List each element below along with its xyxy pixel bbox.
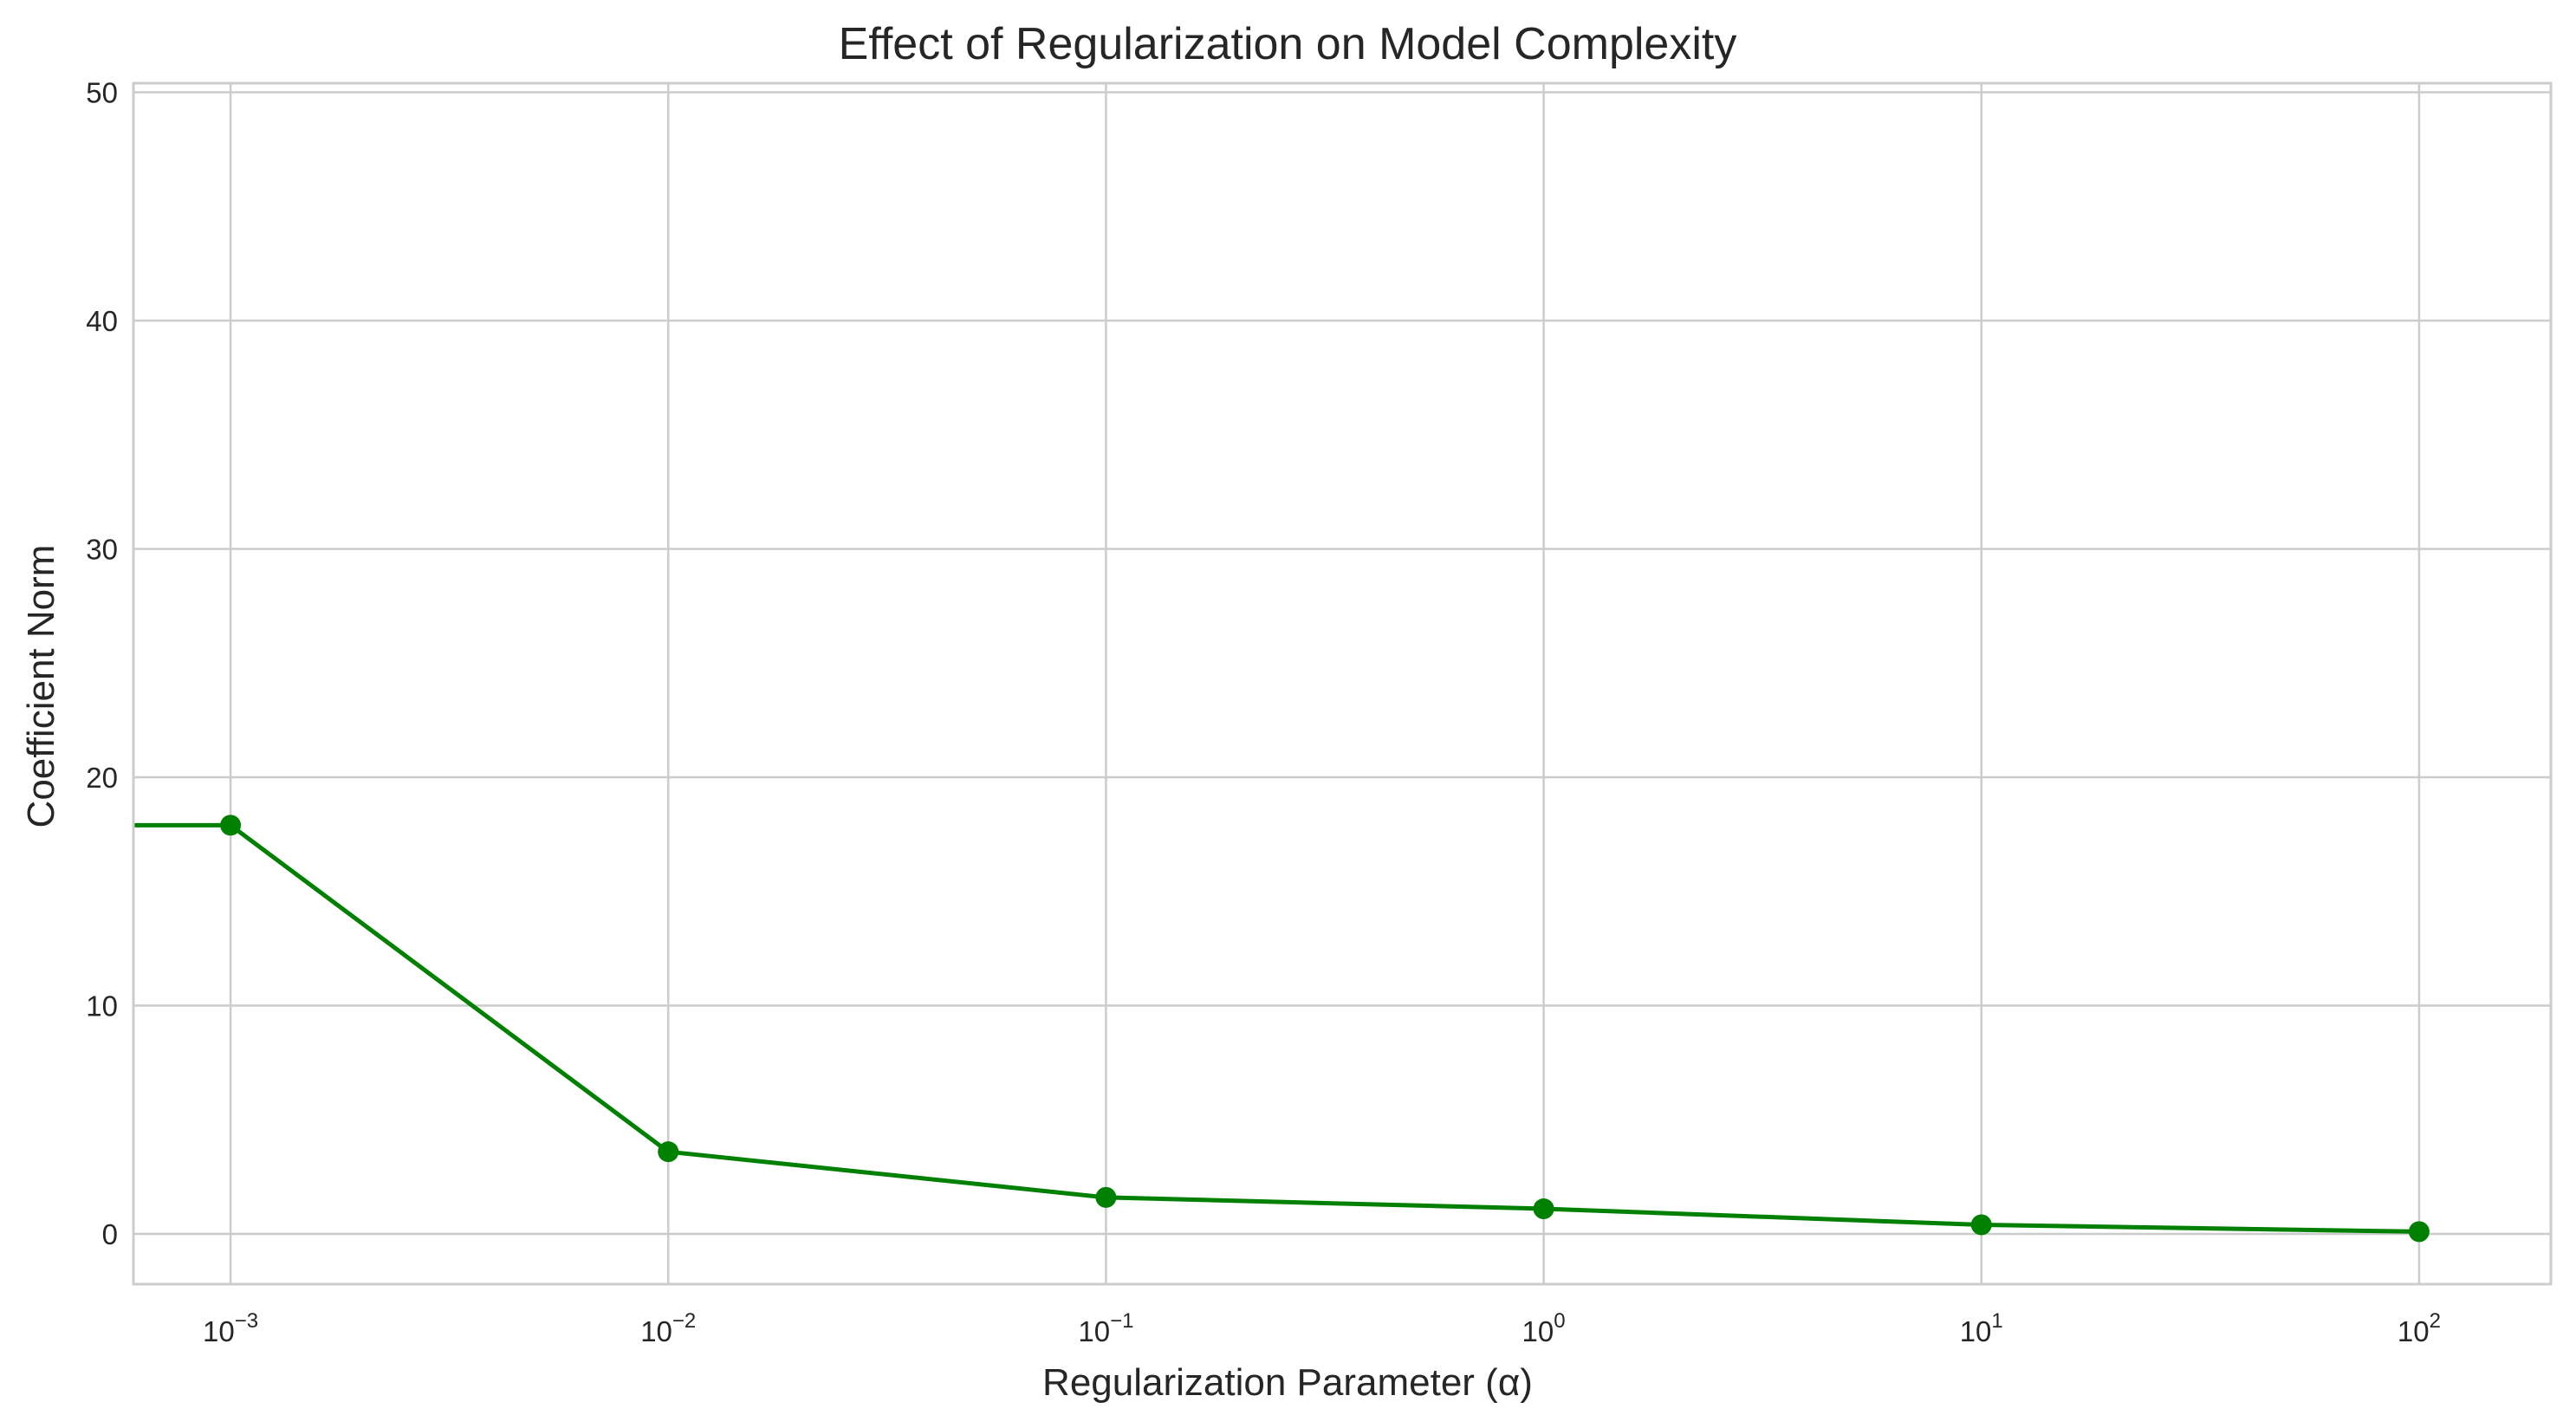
y-tick-label: 20: [86, 762, 118, 794]
data-point: [1533, 1198, 1554, 1220]
data-point: [1970, 1214, 1992, 1236]
series-layer: [133, 815, 2430, 1243]
x-tick-label: 10−1: [1078, 1309, 1133, 1347]
y-tick-label: 30: [86, 534, 118, 566]
y-tick-label: 10: [86, 990, 118, 1022]
data-point: [658, 1141, 679, 1163]
y-tick-label: 50: [86, 77, 118, 109]
y-axis-label: Coefficient Norm: [20, 545, 62, 828]
x-tick-label: 10−2: [640, 1309, 696, 1347]
y-axis-ticks: 0 10 20 30 40 50: [86, 77, 118, 1250]
data-point: [2408, 1221, 2430, 1243]
x-axis-label: Regularization Parameter (α): [1042, 1361, 1533, 1404]
y-tick-label: 40: [86, 305, 118, 337]
x-tick-label: 10−3: [203, 1309, 258, 1347]
chart-title: Effect of Regularization on Model Comple…: [839, 19, 1737, 69]
plot-frame: [132, 81, 2553, 1286]
x-tick-label: 100: [1522, 1309, 1566, 1347]
data-point: [1095, 1186, 1117, 1208]
data-point: [220, 815, 242, 836]
x-tick-label: 102: [2398, 1309, 2441, 1347]
x-tick-label: 101: [1960, 1309, 2003, 1347]
y-tick-label: 0: [102, 1218, 118, 1250]
series-line: [133, 822, 2419, 1234]
x-axis-ticks: 10−3 10−2 10−1 100 101 102: [203, 1309, 2441, 1347]
grid: [133, 83, 2551, 1284]
